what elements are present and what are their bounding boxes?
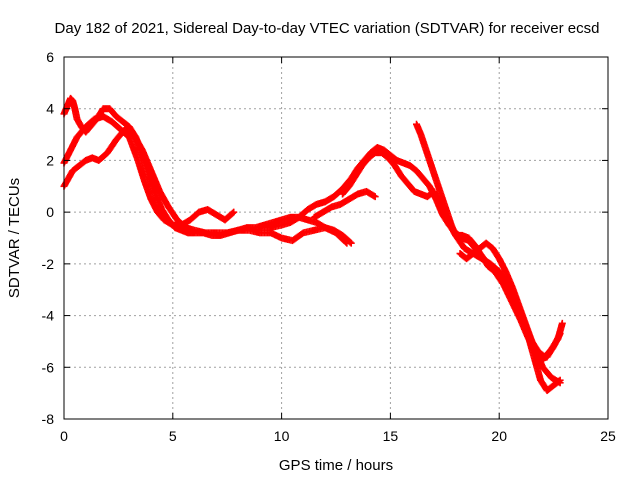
data-point <box>230 208 238 216</box>
data-point <box>371 193 379 201</box>
grid-lines <box>64 57 608 419</box>
data-point <box>346 238 354 246</box>
data-points <box>60 94 566 395</box>
data-point <box>555 377 563 385</box>
chart-title: Day 182 of 2021, Sidereal Day-to-day VTE… <box>55 20 600 37</box>
data-point <box>556 376 564 384</box>
data-point <box>347 239 355 247</box>
data-point <box>229 209 237 217</box>
